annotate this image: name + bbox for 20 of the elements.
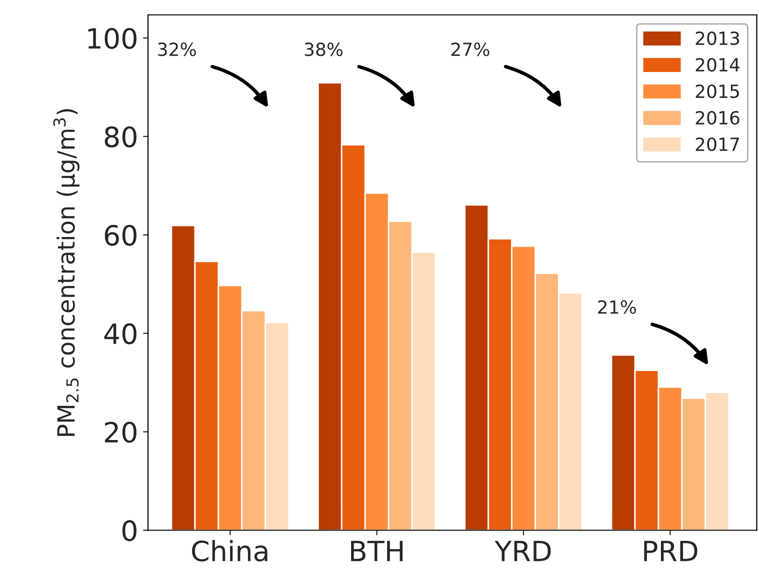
annotation: 38% xyxy=(304,42,343,56)
y-tick-label: 0 xyxy=(122,520,136,542)
legend-label: 2013 xyxy=(696,31,740,46)
legend-label: 2015 xyxy=(696,84,739,98)
y-tick-label: 20 xyxy=(104,422,136,443)
legend-label: 2014 xyxy=(696,58,740,72)
x-tick-label: PRD xyxy=(644,540,698,562)
x-tick-label: China xyxy=(192,540,268,562)
y-tick-label: 40 xyxy=(104,323,136,344)
y-axis-title: PM$_{2.5}$ concentration (μg/m$^{3}$) xyxy=(53,109,80,436)
legend-label: 2016 xyxy=(696,110,740,125)
annotation: 32% xyxy=(158,42,196,56)
y-tick-label: 80 xyxy=(104,126,136,148)
y-tick-label: 60 xyxy=(104,224,136,246)
y-tick-label: 100 xyxy=(88,28,136,49)
x-tick-label: YRD xyxy=(494,540,551,562)
legend-label: 2017 xyxy=(696,137,739,152)
annotation: 21% xyxy=(598,300,636,314)
x-tick-label: BTH xyxy=(351,540,403,562)
annotation: 27% xyxy=(451,42,490,56)
